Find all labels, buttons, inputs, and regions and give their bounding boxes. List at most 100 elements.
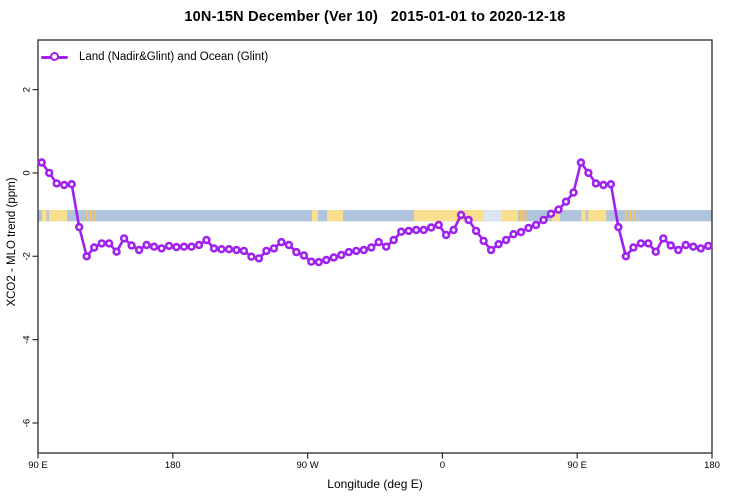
land-patch <box>552 210 560 222</box>
data-point-marker <box>247 252 256 261</box>
data-point-marker <box>367 243 376 252</box>
data-point-marker <box>576 158 586 167</box>
data-point-marker <box>329 253 338 262</box>
data-point-marker <box>651 247 660 256</box>
data-point-marker <box>382 242 391 251</box>
data-point-marker <box>277 237 286 247</box>
y-tick-label: -4 <box>22 335 33 343</box>
data-point-marker <box>269 244 279 253</box>
data-point-marker <box>449 225 458 235</box>
data-point-marker <box>134 245 144 255</box>
data-point-marker <box>44 168 54 178</box>
data-point-marker <box>337 250 346 260</box>
data-point-marker <box>441 230 451 240</box>
data-point-marker <box>412 225 421 235</box>
data-point-marker <box>606 180 616 189</box>
data-point-marker <box>209 244 219 253</box>
data-point-marker <box>104 239 114 248</box>
data-point-marker <box>621 252 631 261</box>
x-axis-label: Longitude (deg E) <box>327 477 423 491</box>
y-tick-label: 0 <box>22 170 33 175</box>
data-point-marker <box>427 223 436 232</box>
x-tick-label: 180 <box>165 460 181 471</box>
data-point-marker <box>674 245 683 255</box>
data-point-marker <box>644 239 653 248</box>
data-point-marker <box>82 252 91 261</box>
data-point-marker <box>112 247 121 256</box>
data-point-marker <box>179 242 189 251</box>
x-tick-label: 180 <box>704 460 720 471</box>
data-point-marker <box>202 235 211 245</box>
data-point-marker <box>419 225 428 235</box>
data-point-marker <box>546 209 556 219</box>
land-patch <box>524 210 527 222</box>
data-point-marker <box>299 251 309 260</box>
data-point-marker <box>516 227 526 237</box>
data-point-marker <box>569 188 578 197</box>
data-point-marker <box>344 247 353 257</box>
y-tick-label: -6 <box>22 419 33 427</box>
x-tick-label: 0 <box>440 460 445 471</box>
data-point-marker <box>322 255 331 265</box>
data-point-marker <box>164 241 174 251</box>
data-point-marker <box>149 242 159 251</box>
x-tick-label: 90 E <box>28 460 48 471</box>
ocean-band <box>38 210 712 222</box>
data-point-marker <box>471 226 481 236</box>
data-point-marker <box>232 245 241 255</box>
data-point-marker <box>479 236 488 246</box>
y-tick-label: -2 <box>22 252 33 260</box>
land-patch <box>413 210 485 222</box>
data-point-marker <box>486 245 496 255</box>
legend-line-marker-icon <box>41 52 68 62</box>
data-point-marker <box>561 197 571 206</box>
data-point-marker <box>307 257 316 266</box>
data-point-marker <box>404 226 413 236</box>
data-point-marker <box>704 241 713 251</box>
data-point-marker <box>254 254 264 263</box>
data-point-marker <box>636 239 646 248</box>
data-point-marker <box>262 246 271 256</box>
data-point-marker <box>397 227 406 236</box>
legend-label: Land (Nadir&Glint) and Ocean (Glint) <box>79 51 269 63</box>
data-point-marker <box>194 240 204 250</box>
y-tick-label: 2 <box>22 87 33 92</box>
data-point-marker <box>456 210 466 220</box>
data-point-marker <box>59 180 69 190</box>
data-point-marker <box>554 205 563 214</box>
land-patch <box>89 210 93 222</box>
data-point-marker <box>539 215 548 225</box>
land-patch <box>581 210 586 222</box>
data-point-marker <box>74 222 84 232</box>
land-patch <box>48 210 68 222</box>
data-point-marker <box>524 223 533 233</box>
data-point-marker <box>531 220 541 230</box>
data-point-marker <box>224 245 234 254</box>
data-point-marker <box>37 158 46 167</box>
land-patch <box>633 210 636 222</box>
land-patch <box>311 210 318 222</box>
land-patch <box>326 210 343 222</box>
data-point-marker <box>509 230 518 239</box>
land-patch <box>588 210 607 222</box>
data-point-marker <box>157 244 166 253</box>
land-patch <box>94 210 96 222</box>
data-point-marker <box>501 235 511 245</box>
land-patch <box>484 210 503 222</box>
data-point-marker <box>284 240 294 250</box>
land-patch <box>85 210 89 222</box>
data-point-marker <box>142 240 151 250</box>
land-patch <box>625 210 628 222</box>
data-point-marker <box>217 245 226 254</box>
land-patch <box>629 210 632 222</box>
land-patch <box>42 210 47 222</box>
land-patch <box>502 210 519 222</box>
data-point-marker <box>591 179 601 188</box>
data-point-marker <box>659 234 668 243</box>
data-point-marker <box>464 215 473 225</box>
data-point-marker <box>374 237 383 247</box>
data-point-marker <box>629 243 638 252</box>
land-patch <box>519 210 523 222</box>
y-axis-label: XCO2 - MLO trend (ppm) <box>6 177 18 307</box>
